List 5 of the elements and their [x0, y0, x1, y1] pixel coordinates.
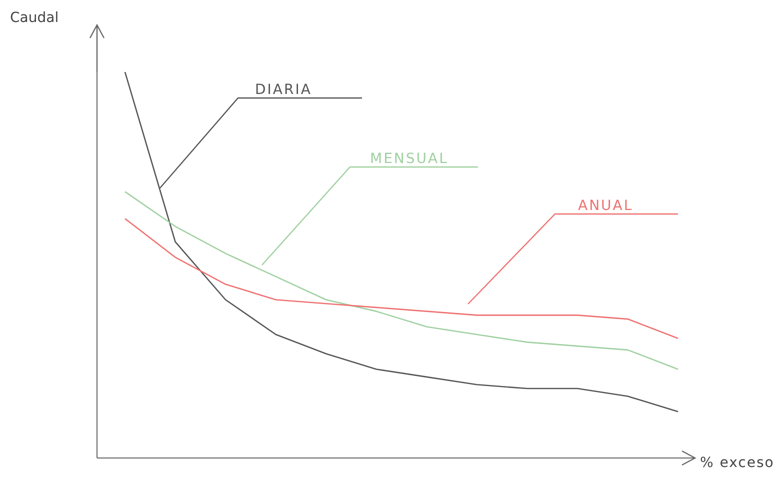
y-axis-title: Caudal [10, 10, 59, 26]
text: DIARIA [255, 82, 312, 98]
text: MENSUAL [370, 151, 448, 167]
text: ANUAL [578, 198, 634, 214]
x-axis-title: % exceso [700, 455, 774, 471]
